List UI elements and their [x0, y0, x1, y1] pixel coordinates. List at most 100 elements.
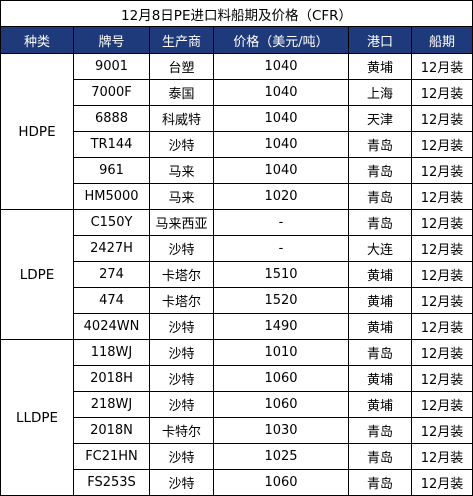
cell-shipment: 12月装 [410, 235, 473, 262]
cell-producer: 卡特尔 [149, 417, 214, 444]
cell-grade: 218WJ [73, 391, 150, 418]
cell-grade: 474 [73, 287, 150, 314]
cell-port: 青岛 [348, 131, 412, 158]
cell-producer: 泰国 [149, 79, 214, 106]
cell-port: 青岛 [348, 157, 412, 184]
cell-port: 黄埔 [348, 53, 412, 80]
cell-grade: TR144 [73, 131, 150, 158]
column-header-category: 种类 [0, 26, 74, 54]
table-row: TR144 沙特 1040 青岛 12月装 [1, 131, 473, 158]
cell-port: 黄埔 [348, 261, 412, 288]
cell-port: 青岛 [348, 417, 412, 444]
cell-price: 1060 [213, 365, 349, 392]
cell-grade: 2018H [73, 365, 150, 392]
table-title-row: 12月8日PE进口料船期及价格（CFR） [0, 0, 473, 27]
cell-grade: 6888 [73, 105, 150, 132]
cell-port: 大连 [348, 235, 412, 262]
column-header-port: 港口 [348, 26, 412, 54]
cell-shipment: 12月装 [410, 469, 473, 496]
column-header-grade: 牌号 [73, 26, 150, 54]
cell-price: 1040 [213, 53, 349, 80]
cell-grade: 118WJ [73, 339, 150, 366]
cell-price: 1040 [213, 79, 349, 106]
cell-producer: 沙特 [149, 365, 214, 392]
cell-shipment: 12月装 [410, 287, 473, 314]
cell-grade: 2018N [73, 417, 150, 444]
cell-price: 1010 [213, 339, 349, 366]
cell-shipment: 12月装 [410, 261, 473, 288]
cell-producer: 卡塔尔 [149, 261, 214, 288]
cell-producer: 沙特 [149, 443, 214, 470]
cell-price: - [213, 235, 349, 262]
column-header-price: 价格（美元/吨） [213, 26, 349, 54]
cell-port: 黄埔 [348, 391, 412, 418]
cell-producer: 马来 [149, 183, 214, 210]
table-title: 12月8日PE进口料船期及价格（CFR） [0, 0, 473, 27]
cell-port: 黄埔 [348, 313, 412, 340]
cell-price: 1510 [213, 261, 349, 288]
cell-grade: 9001 [73, 53, 150, 80]
table-row: LDPE C150Y 马来西亚 - 青岛 12月装 [0, 209, 473, 340]
cell-port: 黄埔 [348, 287, 412, 314]
cell-producer: 马来西亚 [149, 209, 214, 236]
column-header-producer: 生产商 [149, 26, 214, 54]
cell-port: 天津 [348, 105, 412, 132]
table-row: 961 马来 1040 青岛 12月装 [1, 157, 473, 184]
cell-shipment: 12月装 [410, 183, 473, 210]
cell-grade: C150Y [73, 209, 150, 236]
cell-grade: 4024WN [73, 313, 150, 340]
cell-producer: 沙特 [149, 131, 214, 158]
cell-producer: 沙特 [149, 313, 214, 340]
cell-shipment: 12月装 [410, 209, 473, 236]
cell-grade: FC21HN [73, 443, 150, 470]
cell-shipment: 12月装 [410, 313, 473, 340]
table-header-row: 种类 牌号 生产商 价格（美元/吨） 港口 船期 [0, 26, 473, 54]
table-row: 2427H 沙特 - 大连 12月装 [1, 235, 473, 262]
cell-price: 1040 [213, 157, 349, 184]
cell-grade: 2427H [73, 235, 150, 262]
cell-producer: 马来 [149, 157, 214, 184]
cell-grade: 274 [73, 261, 150, 288]
cell-port: 黄埔 [348, 365, 412, 392]
table-row: 7000F 泰国 1040 上海 12月装 [1, 79, 473, 106]
cell-grade: HM5000 [73, 183, 150, 210]
cell-port: 青岛 [348, 443, 412, 470]
cell-shipment: 12月装 [410, 79, 473, 106]
cell-producer: 沙特 [149, 469, 214, 496]
cell-price: 1030 [213, 417, 349, 444]
cell-port: 青岛 [348, 469, 412, 496]
cell-category: LLDPE [0, 339, 74, 496]
cell-shipment: 12月装 [410, 131, 473, 158]
table-row: 6888 科威特 1040 天津 12月装 [1, 105, 473, 132]
cell-category: LDPE [0, 209, 74, 340]
cell-grade: FS253S [73, 469, 150, 496]
table-row: 218WJ 沙特 1060 黄埔 12月装 [1, 391, 473, 418]
table-row: HDPE 9001 台塑 1040 黄埔 12月装 [0, 53, 473, 210]
column-header-shipment: 船期 [410, 26, 473, 54]
cell-grade: 961 [73, 157, 150, 184]
cell-producer: 台塑 [149, 53, 214, 80]
cell-price: 1020 [213, 183, 349, 210]
cell-grade: 7000F [73, 79, 150, 106]
table-row: LLDPE 118WJ 沙特 1010 青岛 12月装 [0, 339, 473, 496]
table-row: FS253S 沙特 1060 青岛 12月装 [1, 469, 473, 496]
table-row: 474 卡塔尔 1520 黄埔 12月装 [1, 287, 473, 314]
cell-producer: 沙特 [149, 391, 214, 418]
cell-producer: 卡塔尔 [149, 287, 214, 314]
cell-producer: 沙特 [149, 235, 214, 262]
cell-price: 1520 [213, 287, 349, 314]
cell-producer: 沙特 [149, 339, 214, 366]
cell-shipment: 12月装 [410, 365, 473, 392]
cell-price: 1040 [213, 131, 349, 158]
cell-port: 青岛 [348, 183, 412, 210]
cell-port: 上海 [348, 79, 412, 106]
cell-shipment: 12月装 [410, 105, 473, 132]
cell-shipment: 12月装 [410, 443, 473, 470]
cell-price: 1490 [213, 313, 349, 340]
table-row: 4024WN 沙特 1490 黄埔 12月装 [1, 313, 473, 340]
cell-shipment: 12月装 [410, 391, 473, 418]
cell-shipment: 12月装 [410, 339, 473, 366]
cell-category: HDPE [0, 53, 74, 210]
